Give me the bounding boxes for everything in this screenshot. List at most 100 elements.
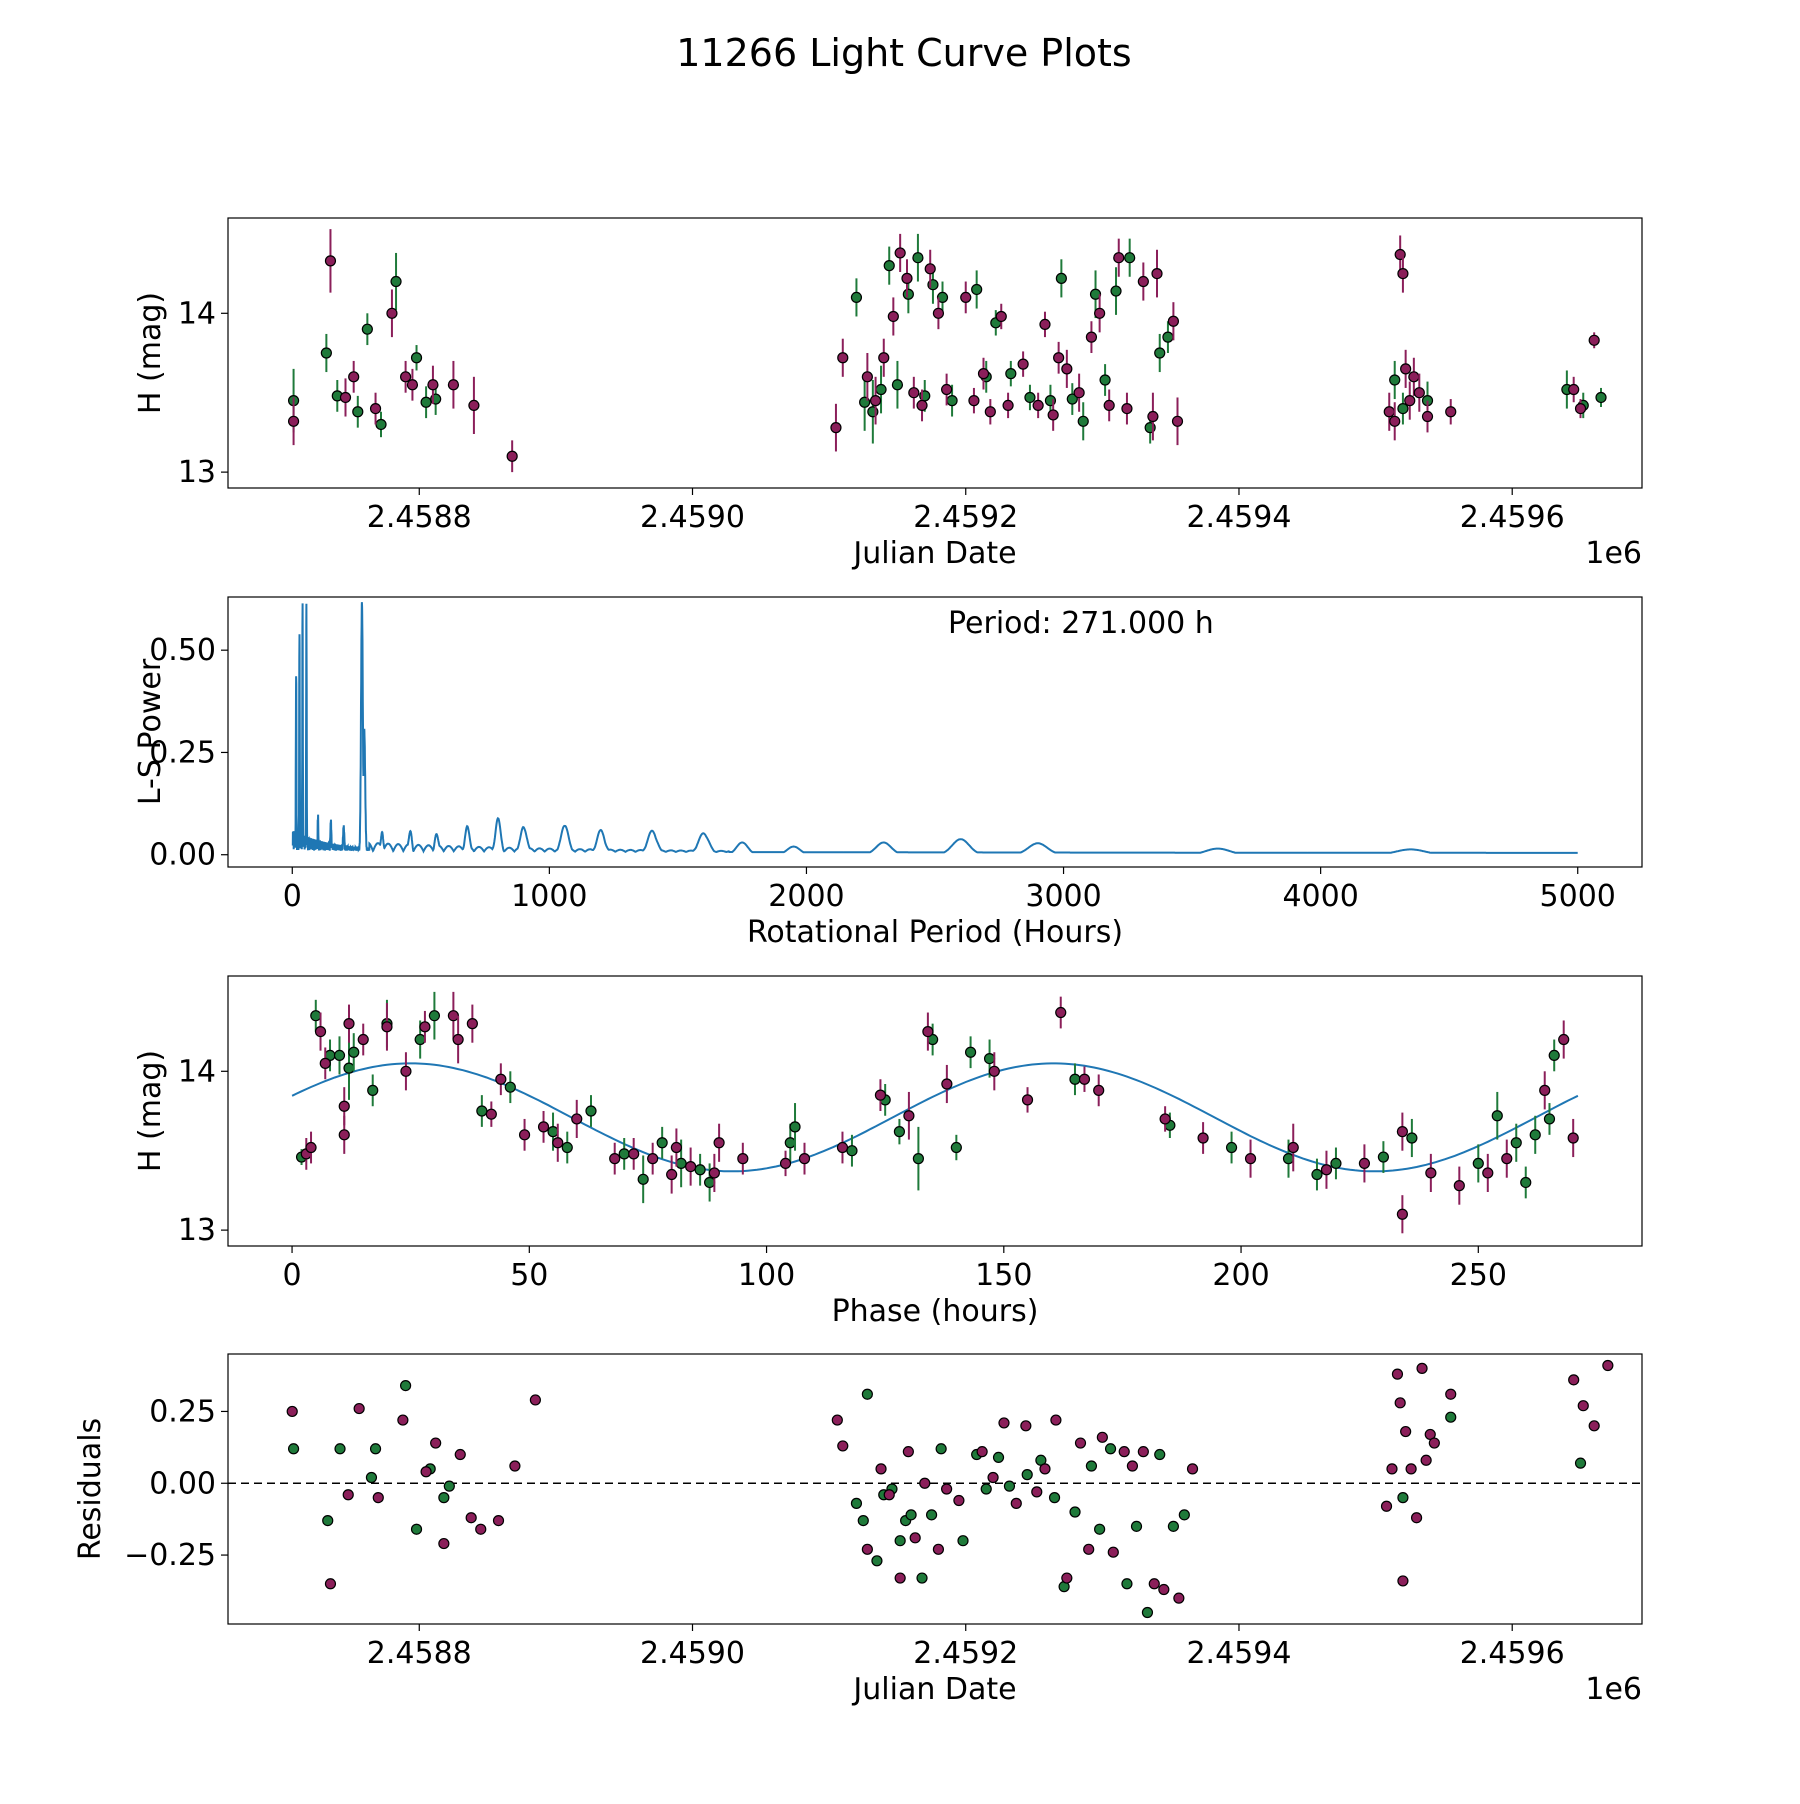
y-axis-label: H (mag) (133, 292, 168, 414)
data-point (1141, 1606, 1154, 1619)
data-point (1047, 409, 1059, 421)
x-axis-label: Julian Date (851, 1672, 1016, 1707)
x-tick-label: 2.4594 (1186, 500, 1291, 535)
axes-frame (227, 596, 1643, 868)
data-point (1048, 1492, 1061, 1504)
data-point (908, 387, 920, 399)
data-point (1104, 1443, 1117, 1455)
data-point (1358, 1157, 1371, 1170)
axes-frame (227, 217, 1643, 489)
data-point (1396, 1126, 1408, 1138)
data-point (850, 1497, 863, 1509)
y-tick-label: 0.50 (149, 633, 216, 668)
data-point (518, 1129, 531, 1141)
data-point (420, 396, 432, 408)
data-point (447, 1010, 459, 1022)
data-point (410, 352, 423, 364)
x-tick-label: 0 (283, 1258, 302, 1293)
data-point (400, 371, 412, 383)
data-point (1167, 315, 1179, 327)
data-point (1413, 387, 1425, 399)
data-point (869, 395, 882, 407)
data-point (1078, 1073, 1091, 1085)
data-point (1031, 1486, 1043, 1498)
data-point (400, 1379, 412, 1392)
data-point (1021, 1469, 1033, 1481)
data-point (903, 1110, 915, 1122)
data-point (637, 1173, 649, 1185)
data-point (1311, 1168, 1323, 1181)
data-point (837, 352, 849, 364)
data-point (1162, 331, 1174, 343)
x-tick-label: 150 (975, 1258, 1032, 1293)
data-point (1077, 415, 1089, 427)
y-axis-label: L-S Power (133, 658, 168, 805)
data-point (875, 1463, 887, 1475)
data-point (941, 1078, 953, 1090)
data-point (932, 1543, 945, 1555)
data-point (950, 1141, 962, 1154)
data-point (365, 1471, 378, 1484)
x-tick-label: 1000 (511, 879, 587, 914)
data-point (1197, 1132, 1209, 1144)
data-point (912, 252, 924, 264)
data-point (547, 1126, 559, 1138)
data-point (1171, 415, 1184, 427)
data-point (883, 1489, 895, 1501)
data-point (1548, 1049, 1560, 1062)
data-point (1121, 1578, 1133, 1590)
data-point (1287, 1141, 1299, 1154)
data-point (902, 1446, 914, 1458)
data-point (628, 1148, 640, 1160)
data-point (1053, 352, 1065, 364)
period-annotation: Period: 271.000 h (948, 606, 1214, 641)
data-point (369, 1443, 382, 1455)
data-point (685, 1160, 697, 1173)
panel-3: 0 50 100 150 200 250 13 14 Phase (hours) H (mag) (133, 975, 1643, 1329)
data-point (428, 1010, 441, 1022)
data-point (443, 1480, 455, 1492)
data-point (1225, 1141, 1238, 1154)
x-tick-label: 3000 (1025, 879, 1101, 914)
data-point (953, 1494, 965, 1507)
data-point (919, 1477, 931, 1489)
data-point (666, 1168, 678, 1181)
data-point (1024, 391, 1036, 404)
x-tick-label: 2.4588 (367, 1636, 472, 1671)
data-point (924, 263, 936, 275)
data-point (1061, 363, 1073, 375)
data-point (1113, 252, 1125, 264)
data-point (983, 1052, 996, 1065)
data-point (324, 255, 337, 267)
data-point (957, 1535, 969, 1547)
data-point (784, 1137, 796, 1149)
data-point (998, 1417, 1010, 1429)
data-point (798, 1153, 811, 1165)
data-point (1094, 1523, 1106, 1535)
x-tick-label: 2.4588 (367, 500, 472, 535)
data-point (509, 1460, 521, 1472)
data-point (1408, 371, 1420, 383)
data-point (1602, 1359, 1614, 1372)
data-point (1173, 1592, 1185, 1604)
plot-area (291, 991, 1579, 1234)
x-tick-label: 2.4592 (913, 500, 1018, 535)
data-point (287, 415, 300, 427)
data-point (1445, 1388, 1457, 1400)
axes-frame (227, 975, 1643, 1247)
x-tick-label: 0 (283, 879, 302, 914)
data-point (476, 1105, 488, 1117)
data-point (1389, 374, 1401, 386)
data-point (286, 1405, 298, 1418)
data-point (1501, 1153, 1513, 1165)
data-point (305, 1141, 317, 1154)
data-point (390, 275, 402, 288)
data-point (1574, 1457, 1587, 1469)
data-point (1158, 1583, 1170, 1596)
data-point (1126, 1460, 1139, 1472)
data-point (1425, 1167, 1437, 1179)
data-point (987, 1471, 999, 1484)
data-point (694, 1164, 706, 1176)
data-point (946, 395, 958, 407)
